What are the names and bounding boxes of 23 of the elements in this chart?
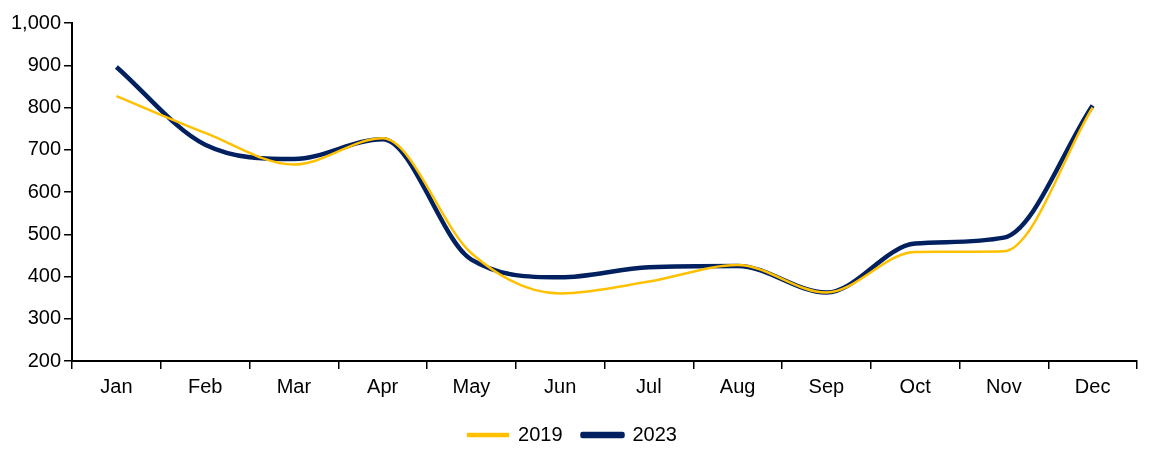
legend-label: 2023 [632,422,677,445]
x-tick-label: Jan [100,374,133,397]
y-tick-label: 300 [27,306,62,329]
y-tick-label: 200 [27,348,62,371]
x-tick-label: Nov [986,374,1022,397]
x-tick-label: Aug [719,374,756,397]
x-tick-label: Dec [1074,374,1111,397]
x-tick-label: Oct [899,374,932,397]
y-tick-label: 600 [27,179,62,202]
y-tick-label: 700 [27,137,62,160]
legend-label: 2019 [518,422,563,445]
y-tick-label: 800 [27,95,62,118]
y-tick-label: 1,000 [10,10,62,33]
x-tick-label: Sep [808,374,845,397]
x-tick-label: Apr [367,374,399,397]
y-tick-label: 500 [27,221,62,244]
x-tick-label: Mar [276,374,312,397]
y-tick-label: 400 [27,264,62,287]
x-tick-label: Feb [187,374,223,397]
x-tick-label: May [452,374,491,397]
y-tick-label: 900 [27,52,62,75]
x-tick-label: Jul [636,374,662,397]
x-tick-label: Jun [544,374,577,397]
